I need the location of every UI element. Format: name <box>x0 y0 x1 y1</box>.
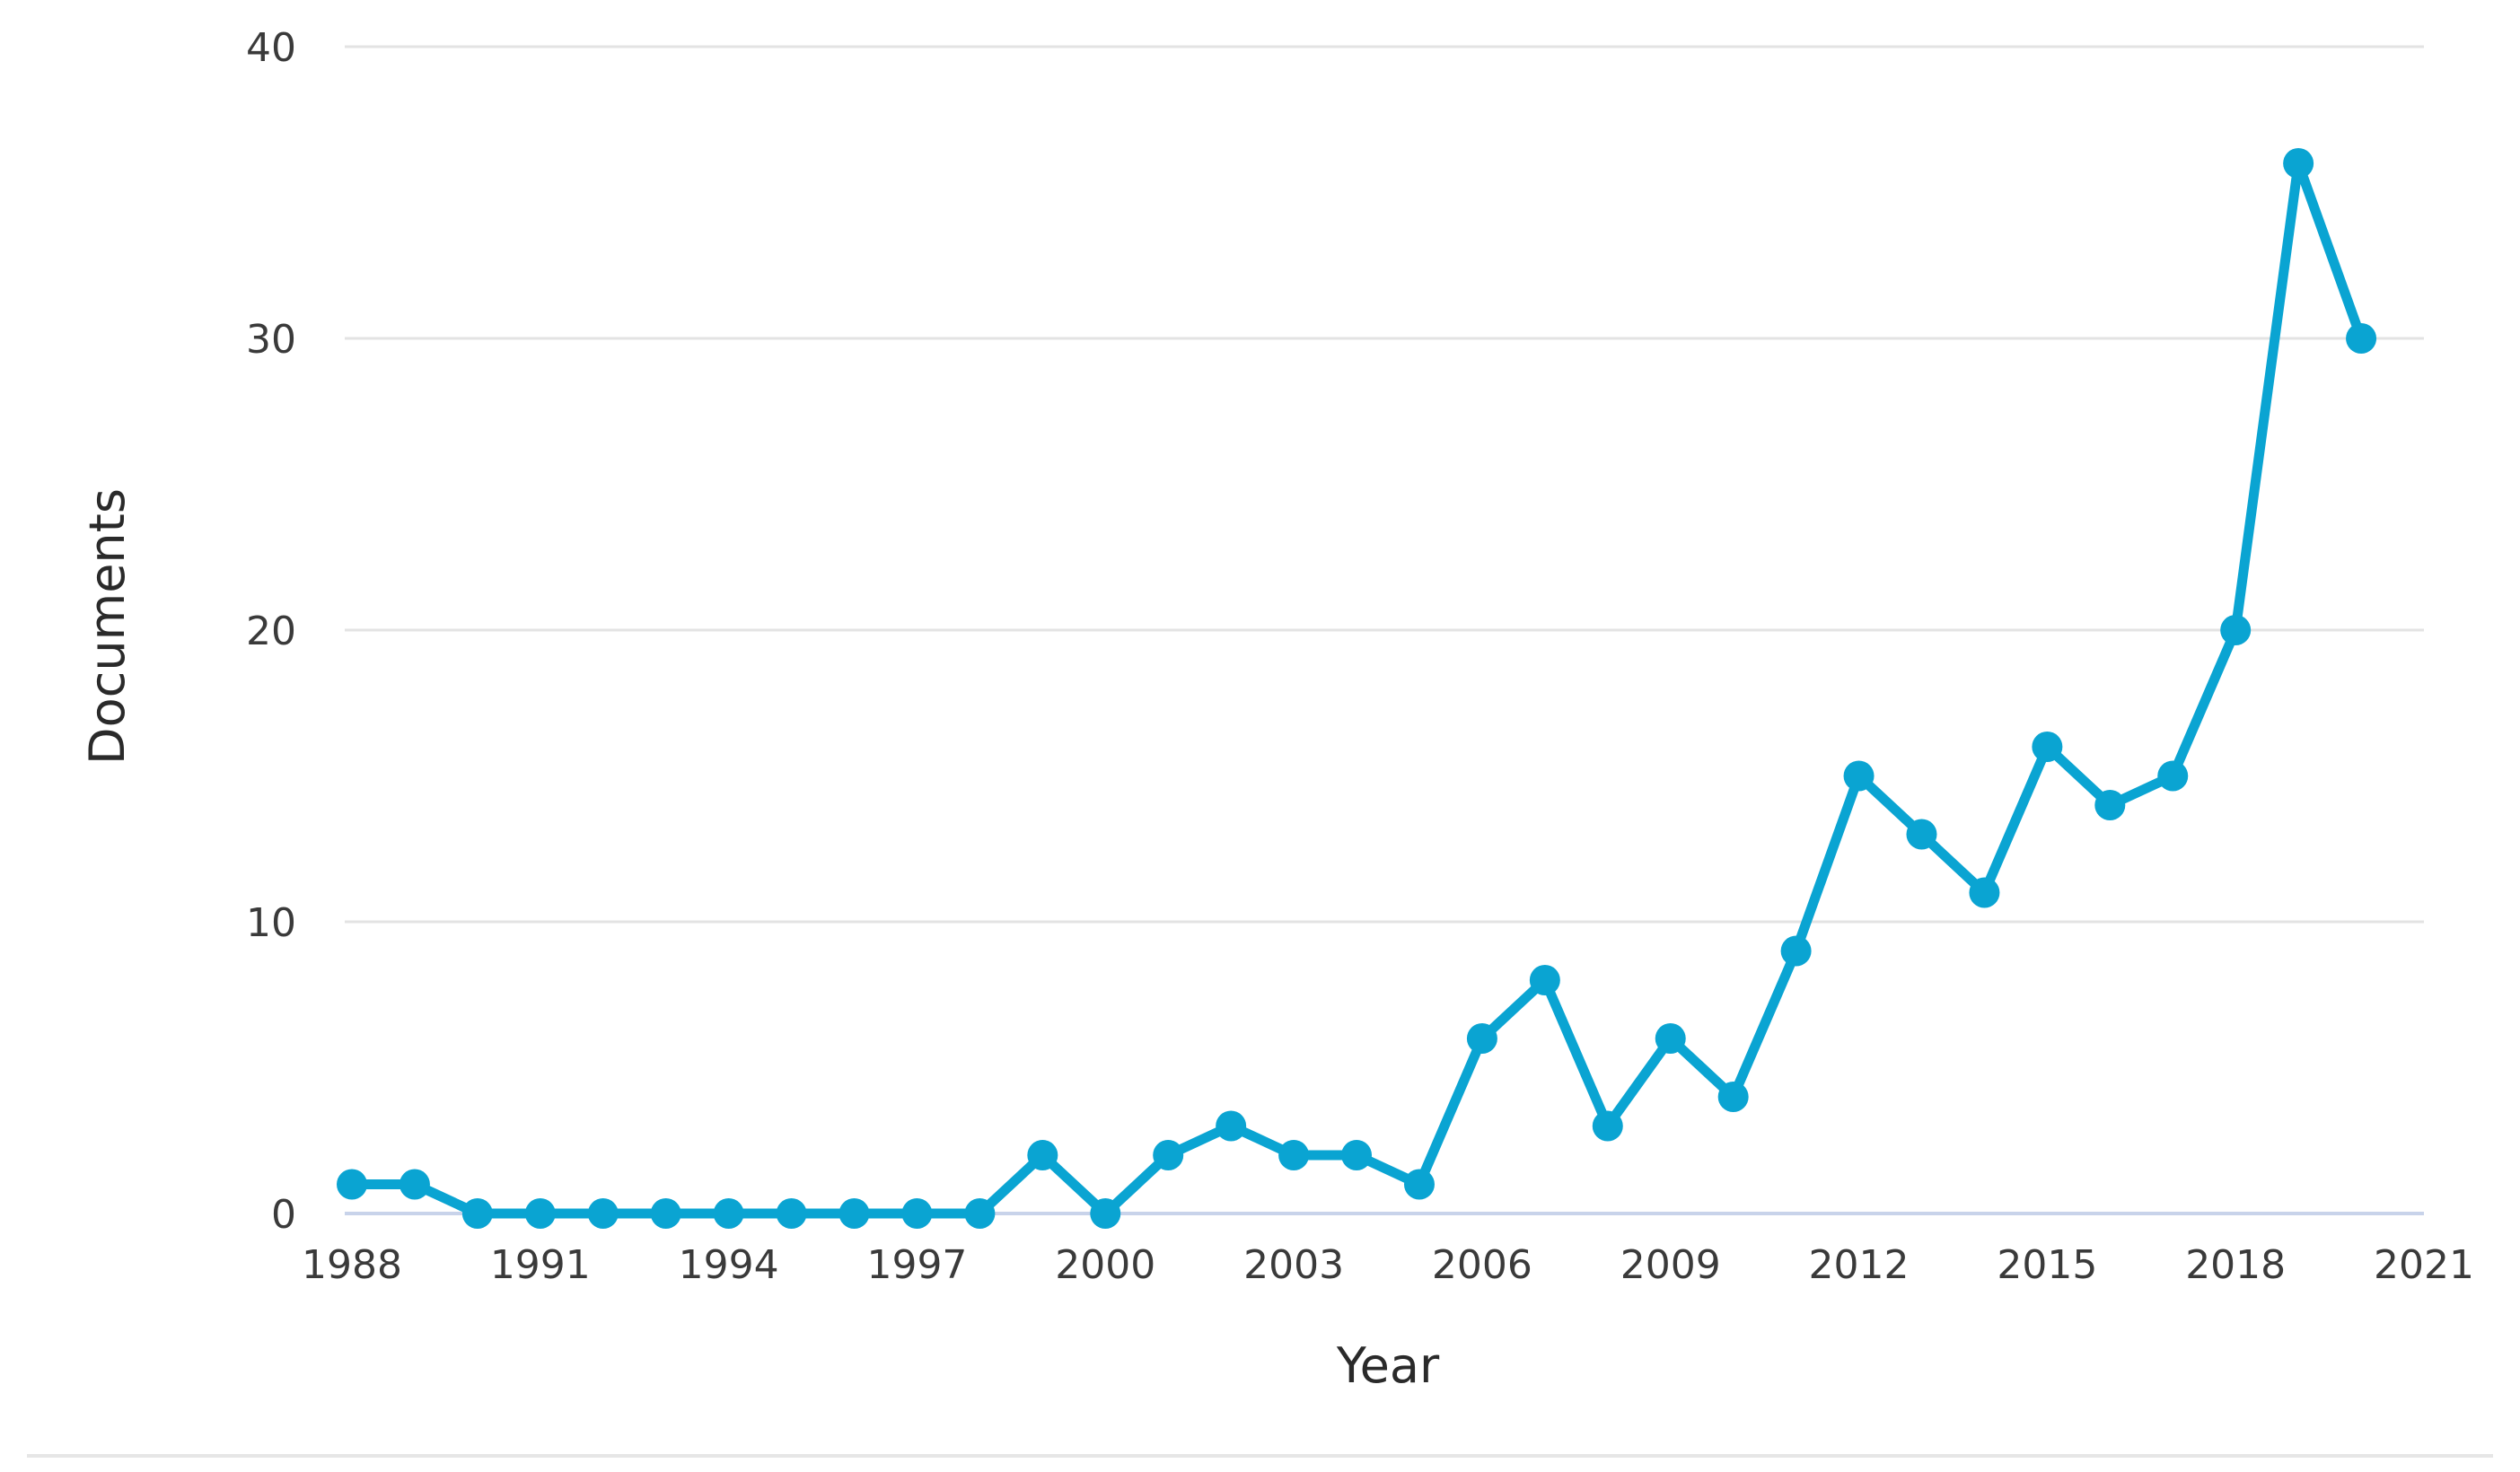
data-point-1995[interactable] <box>776 1198 807 1229</box>
data-point-1988[interactable] <box>337 1169 367 1200</box>
y-tick-label-30: 30 <box>246 317 296 363</box>
y-tick-label-10: 10 <box>246 900 296 946</box>
gridlines <box>345 45 2424 1215</box>
data-point-1992[interactable] <box>587 1198 619 1229</box>
x-tick-label-2000: 2000 <box>1055 1242 1155 1288</box>
data-point-2004[interactable] <box>1341 1140 1373 1170</box>
y-axis-ticks: 0 10 20 30 40 <box>246 25 296 1238</box>
data-point-1993[interactable] <box>650 1198 681 1229</box>
data-point-1994[interactable] <box>713 1198 744 1229</box>
data-point-2003[interactable] <box>1278 1140 1310 1170</box>
data-point-2017[interactable] <box>2157 760 2189 792</box>
data-point-1997[interactable] <box>901 1198 933 1229</box>
series-documents <box>337 148 2377 1229</box>
data-point-1990[interactable] <box>461 1198 493 1229</box>
x-axis-title: Year <box>1336 1337 1440 1394</box>
x-tick-label-2006: 2006 <box>1432 1242 1532 1288</box>
data-point-1989[interactable] <box>399 1169 430 1200</box>
x-tick-label-2018: 2018 <box>2185 1242 2286 1288</box>
data-point-2005[interactable] <box>1403 1169 1435 1200</box>
x-tick-label-1994: 1994 <box>679 1242 779 1288</box>
x-tick-label-1991: 1991 <box>490 1242 591 1288</box>
x-tick-label-2009: 2009 <box>1620 1242 1721 1288</box>
data-point-2002[interactable] <box>1216 1110 1247 1142</box>
data-point-2015[interactable] <box>2032 732 2063 762</box>
data-point-1996[interactable] <box>839 1198 870 1229</box>
y-tick-label-0: 0 <box>271 1192 296 1238</box>
x-tick-label-1988: 1988 <box>302 1242 402 1288</box>
data-point-2006[interactable] <box>1466 1023 1497 1054</box>
data-point-2020[interactable] <box>2346 323 2377 354</box>
y-tick-label-40: 40 <box>246 25 296 71</box>
y-tick-label-20: 20 <box>246 609 296 654</box>
x-tick-label-2003: 2003 <box>1243 1242 1344 1288</box>
data-point-2019[interactable] <box>2283 148 2314 179</box>
data-point-2000[interactable] <box>1090 1198 1121 1229</box>
y-axis-title: Documents <box>79 488 136 765</box>
data-point-2012[interactable] <box>1843 760 1875 792</box>
x-tick-label-2015: 2015 <box>1997 1242 2097 1288</box>
data-point-1991[interactable] <box>524 1198 556 1229</box>
x-tick-label-2012: 2012 <box>1809 1242 1910 1288</box>
data-point-2008[interactable] <box>1592 1110 1623 1142</box>
data-point-2011[interactable] <box>1780 935 1812 967</box>
data-point-1999[interactable] <box>1027 1140 1058 1170</box>
data-point-2018[interactable] <box>2220 615 2252 645</box>
data-point-1998[interactable] <box>964 1198 996 1229</box>
data-point-2009[interactable] <box>1655 1023 1686 1054</box>
data-point-2013[interactable] <box>1906 819 1937 850</box>
data-point-2007[interactable] <box>1529 965 1560 995</box>
data-point-2014[interactable] <box>1969 877 2000 908</box>
series-line <box>347 158 2366 1219</box>
data-point-2016[interactable] <box>2094 790 2126 820</box>
x-axis-ticks: 1988 1991 1994 1997 2000 2003 2006 2009 2012 2015… <box>302 1242 2474 1288</box>
x-tick-label-2021: 2021 <box>2374 1242 2474 1288</box>
data-point-2001[interactable] <box>1153 1140 1184 1170</box>
x-tick-label-1997: 1997 <box>866 1242 967 1288</box>
data-point-2010[interactable] <box>1717 1082 1749 1112</box>
